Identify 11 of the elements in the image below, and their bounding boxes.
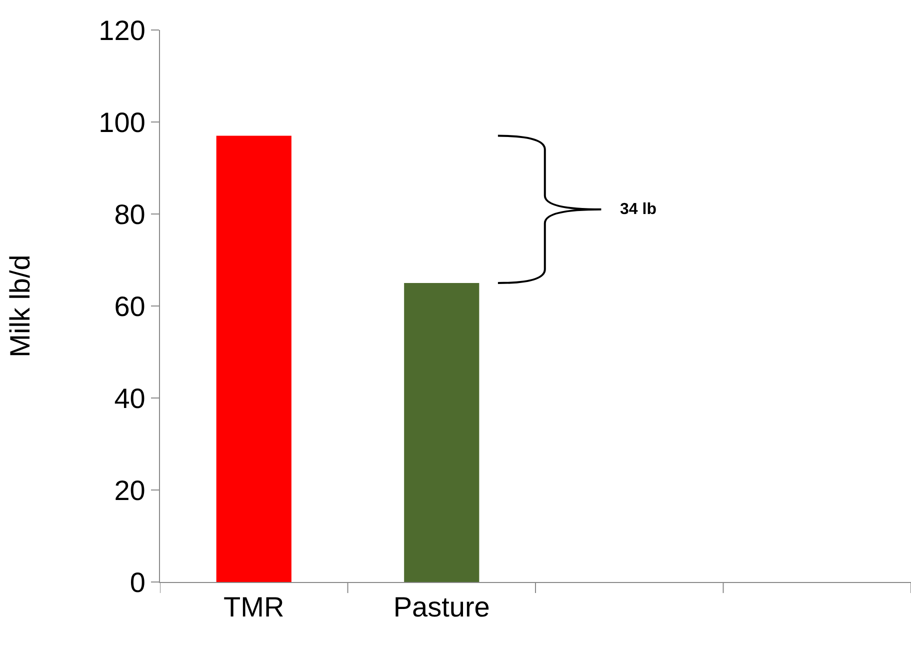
x-tick-label: Pasture <box>393 592 490 623</box>
y-tick-label: 20 <box>114 474 146 506</box>
y-tick-label: 60 <box>114 290 146 322</box>
y-tick-label: 100 <box>98 106 146 138</box>
y-tick-label: 80 <box>114 198 146 230</box>
y-tick-label: 120 <box>98 14 146 46</box>
annotation: 34 lb <box>620 201 657 218</box>
y-tick-label: 0 <box>130 566 146 598</box>
y-axis-title: Milk lb/d <box>4 254 36 358</box>
y-tick-label: 40 <box>114 382 146 414</box>
x-tick-label: TMR <box>224 592 284 623</box>
